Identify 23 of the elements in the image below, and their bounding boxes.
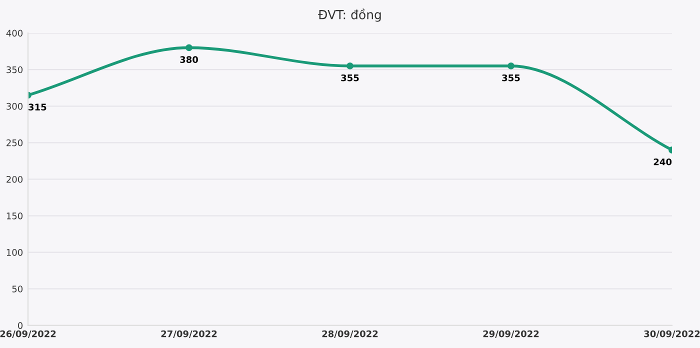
- y-tick-label: 400: [6, 30, 23, 37]
- point: [346, 62, 354, 70]
- x-tick-label: 26/09/2022: [0, 330, 56, 338]
- data-label: 315: [28, 104, 46, 110]
- data-label: 240: [654, 158, 672, 166]
- point: [508, 62, 514, 70]
- y-tick-label: 200: [6, 176, 23, 183]
- data-label: 355: [502, 74, 520, 82]
- chart-title: ĐVT: đồng: [318, 8, 381, 22]
- x-tick-label: 29/09/2022: [483, 330, 539, 338]
- x-tick-label: 30/09/2022: [644, 330, 700, 338]
- data-label: 380: [180, 56, 198, 63]
- y-tick-label: 0: [18, 322, 23, 329]
- y-tick-label: 250: [6, 139, 23, 146]
- x-tick-label: 27/09/2022: [161, 330, 217, 338]
- y-tick-label: 100: [6, 249, 23, 256]
- y-tick-label: 50: [12, 286, 23, 292]
- point: [186, 44, 192, 52]
- y-tick-label: 300: [6, 102, 23, 110]
- data-label: 355: [341, 74, 359, 82]
- y-tick-label: 350: [6, 66, 23, 74]
- x-tick-label: 28/09/2022: [322, 330, 378, 338]
- y-tick-label: 150: [6, 212, 23, 220]
